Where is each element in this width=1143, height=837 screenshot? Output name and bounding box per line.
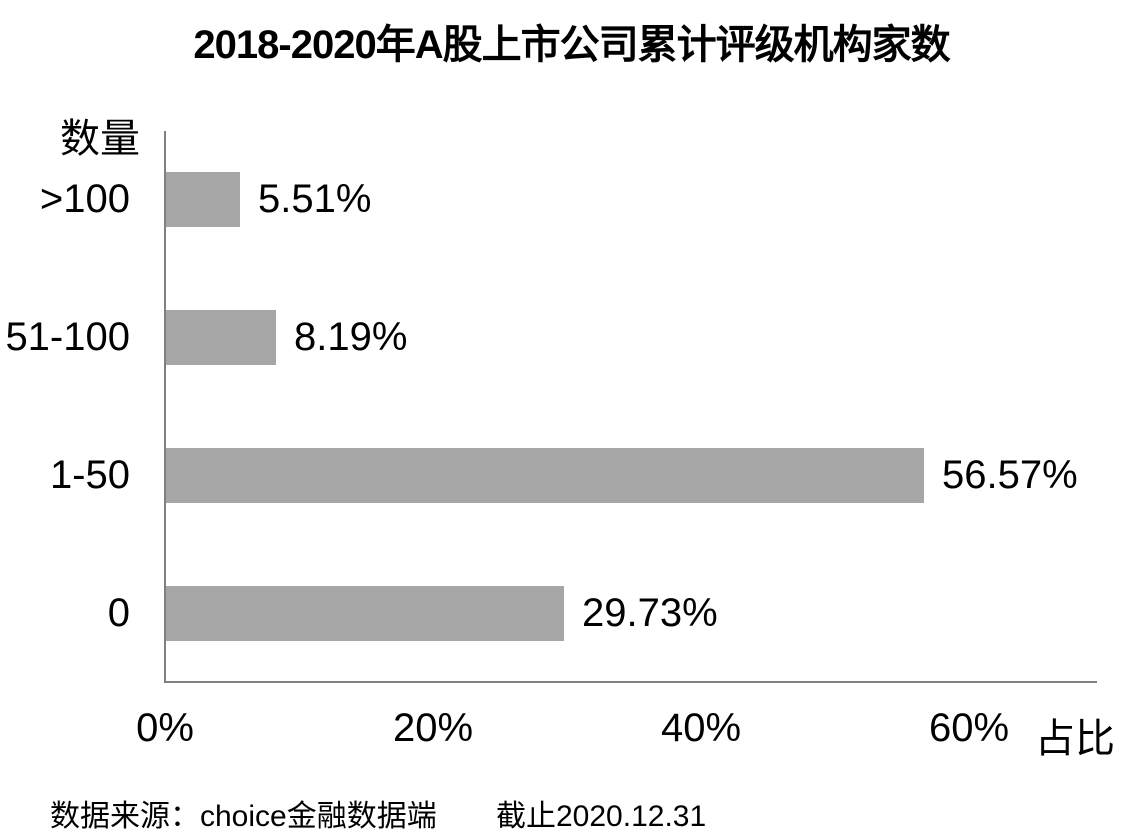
data-source-note: 数据来源：choice金融数据端	[50, 800, 437, 833]
category-label: >100	[39, 177, 130, 221]
x-tick-label: 60%	[928, 706, 1010, 750]
category-label: 51-100	[5, 315, 130, 359]
bar	[166, 310, 276, 365]
y-axis-line	[164, 131, 166, 683]
value-label: 29.73%	[582, 591, 718, 635]
category-label: 0	[107, 591, 130, 635]
x-tick-label: 40%	[660, 706, 742, 750]
x-axis-line	[164, 681, 1097, 683]
value-label: 5.51%	[258, 177, 372, 221]
category-label: 1-50	[49, 453, 130, 497]
y-axis-title: 数量	[60, 117, 140, 161]
value-label: 56.57%	[942, 453, 1078, 497]
bar	[166, 586, 564, 641]
x-tick-label: 20%	[392, 706, 474, 750]
x-tick-label: 0%	[136, 706, 194, 750]
chart-title: 2018-2020年A股上市公司累计评级机构家数	[193, 23, 950, 67]
cutoff-date-note: 截止2020.12.31	[496, 800, 707, 833]
x-axis-title: 占比	[1035, 717, 1115, 761]
bar	[166, 172, 240, 227]
bar	[166, 448, 924, 503]
value-label: 8.19%	[294, 315, 408, 359]
